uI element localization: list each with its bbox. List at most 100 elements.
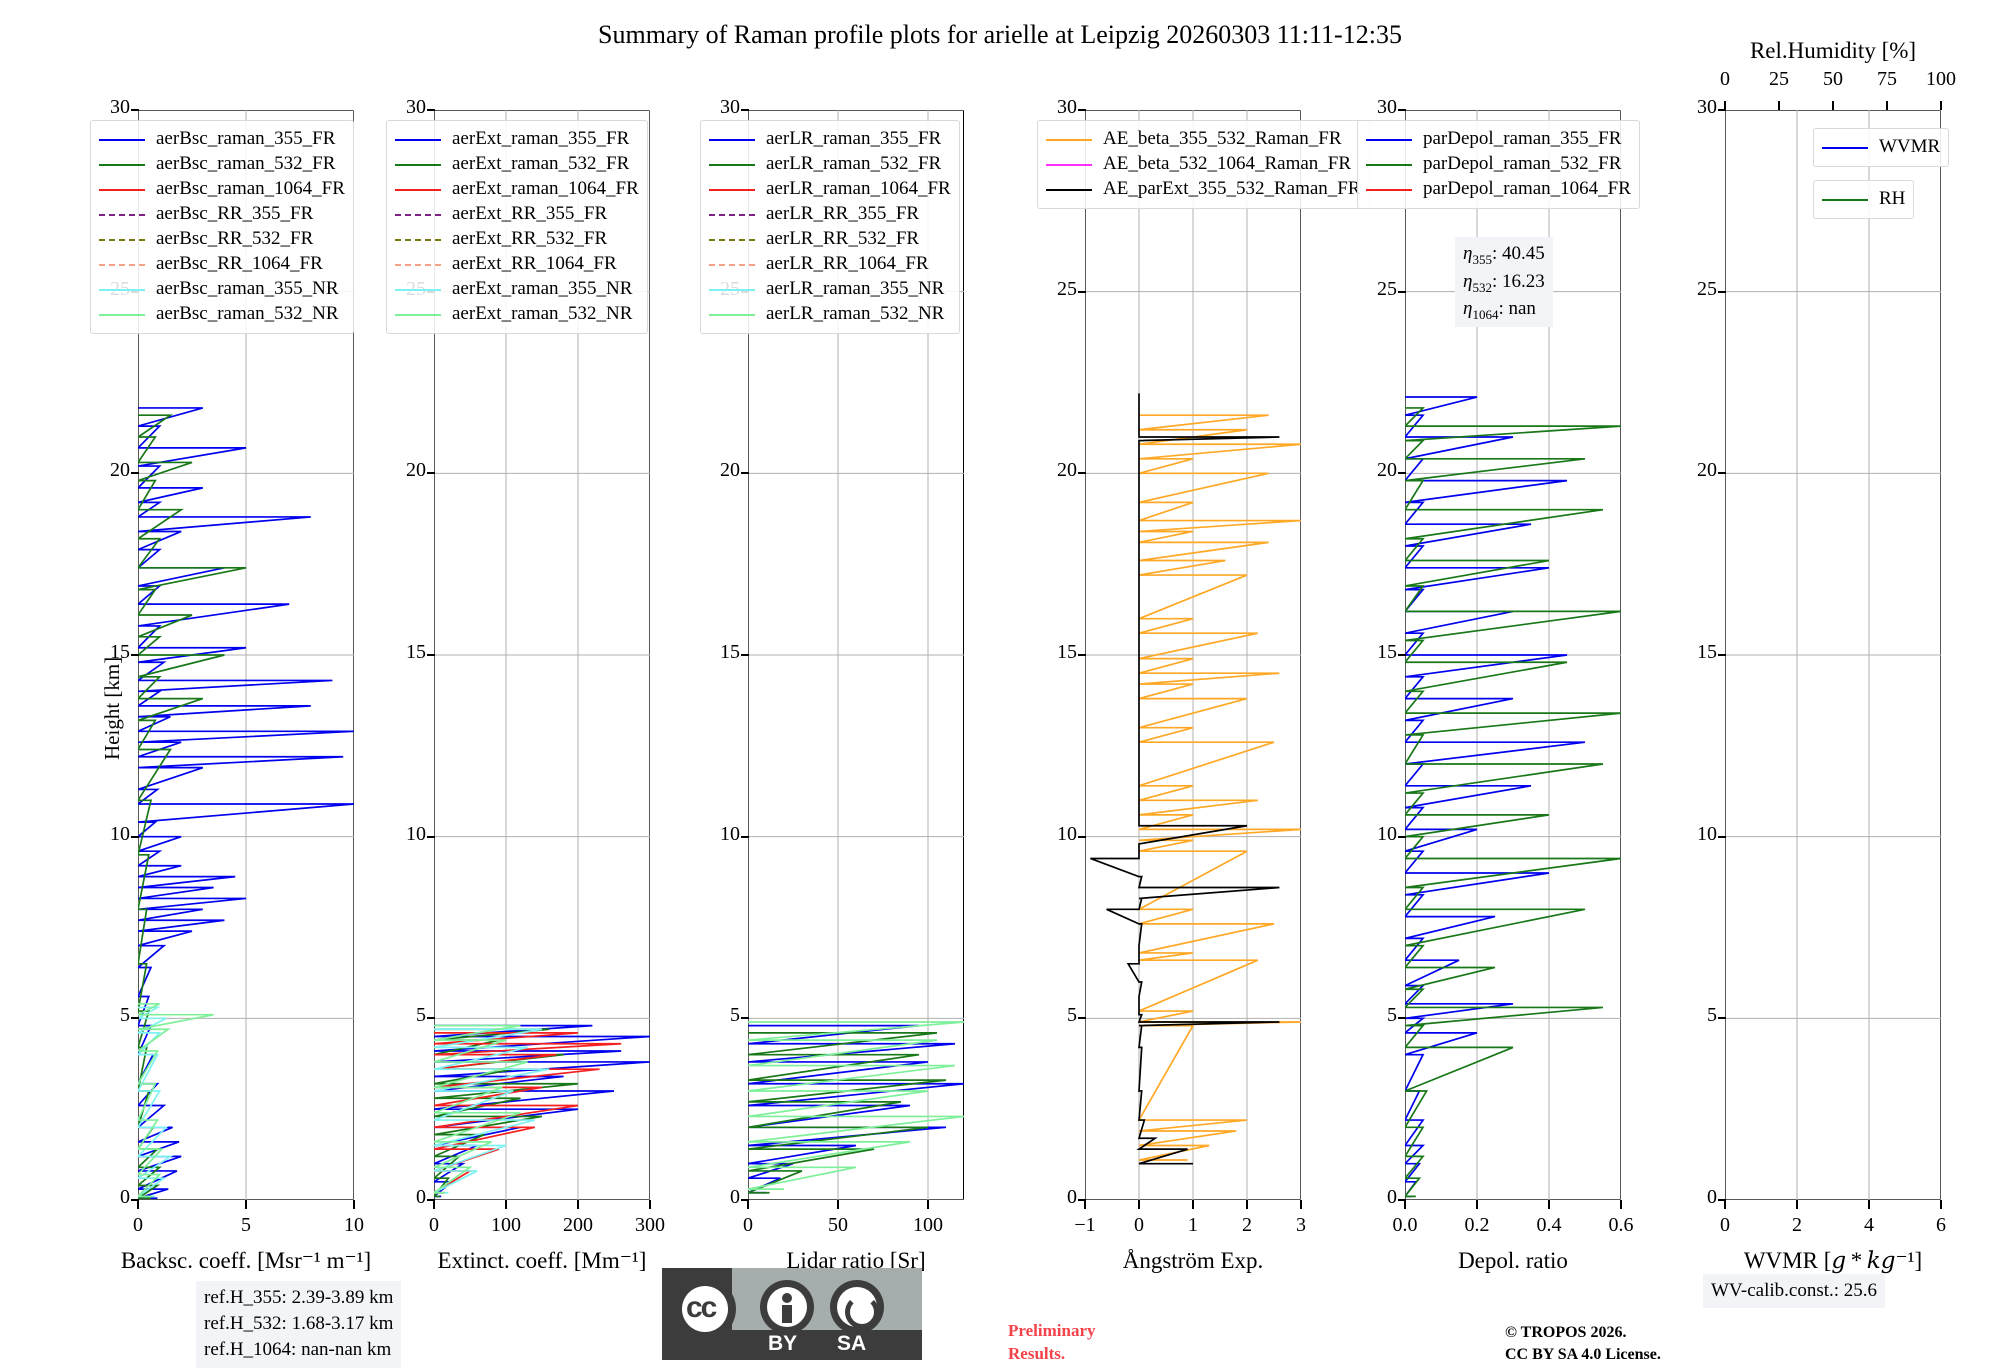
top-x-tick-label: 0 [1720, 68, 1730, 90]
series-aerExt_raman_355_NR [434, 1028, 550, 1194]
legend-label: parDepol_raman_355_FR [1423, 128, 1622, 150]
legend-label: aerLR_RR_532_FR [766, 228, 920, 250]
y-tick-mark [1718, 835, 1726, 838]
y-tick-label: 5 [1067, 1004, 1077, 1027]
y-tick-label: 0 [120, 1186, 130, 1208]
legend-label: aerLR_raman_532_NR [766, 303, 945, 325]
legend-item: aerExt_raman_355_NR [395, 277, 639, 302]
legend-item: aerBsc_RR_355_FR [99, 202, 345, 227]
x-tick-mark [577, 1200, 579, 1209]
legend-angstrom[interactable]: AE_beta_355_532_Raman_FR AE_beta_532_1064… [1037, 120, 1370, 209]
legend-item: aerBsc_raman_355_NR [99, 277, 345, 302]
x-tick-mark [245, 1200, 247, 1209]
series-AE_beta_355_532_Raman_FR [1137, 414, 1301, 1161]
y-tick-label: 15 [110, 641, 130, 663]
legend-label: aerLR_raman_355_NR [766, 278, 945, 300]
legend-line-swatch [99, 238, 145, 241]
y-tick-label: 10 [720, 822, 740, 845]
series-parDepol_raman_532_FR [1405, 407, 1621, 1198]
x-tick-label: 50 [828, 1214, 848, 1236]
legend-line-swatch [395, 288, 441, 291]
top-x-tick-label: 75 [1877, 68, 1897, 90]
x-tick-label: 5 [241, 1214, 251, 1236]
legend-item: aerLR_raman_532_NR [709, 302, 951, 327]
series-aerExt_raman_532_FR [434, 1028, 579, 1198]
y-tick-label: 10 [406, 822, 426, 845]
top-axis-label: Rel.Humidity [%] [1749, 38, 1917, 63]
y-tick-label: 15 [406, 641, 426, 663]
legend-item: aerExt_RR_532_FR [395, 227, 639, 252]
y-tick-mark [131, 1199, 139, 1201]
legend-wvmr-rh-rh[interactable]: RH [1813, 180, 1915, 219]
y-tick-mark [131, 472, 139, 475]
legend-label: aerBsc_raman_355_FR [156, 128, 336, 150]
series-aerLR_raman_355_FR [748, 1024, 964, 1194]
legend-line-swatch [99, 188, 145, 191]
x-tick-label: 100 [913, 1214, 943, 1236]
legend-line-swatch [709, 163, 755, 166]
legend-line-swatch [99, 288, 145, 291]
legend-item: aerExt_raman_355_FR [395, 127, 639, 152]
y-tick-label: 10 [1057, 822, 1077, 845]
x-tick-mark [1404, 1200, 1406, 1209]
x-tick-mark [353, 1200, 355, 1209]
x-axis-label-angstrom: Ångström Exp. [1122, 1248, 1264, 1273]
legend-label: aerExt_raman_1064_FR [452, 178, 639, 200]
x-tick-mark [137, 1200, 139, 1209]
y-tick-mark [1718, 109, 1726, 111]
plot-area-backscatter [138, 110, 354, 1200]
legend-line-swatch [1366, 188, 1412, 191]
legend-label: parDepol_raman_532_FR [1423, 153, 1622, 175]
legend-line-swatch [99, 138, 145, 141]
legend-line-swatch [395, 163, 441, 166]
y-tick-mark [427, 1017, 435, 1020]
y-tick-label: 30 [720, 96, 740, 118]
legend-line-swatch [395, 138, 441, 141]
legend-label: aerBsc_raman_1064_FR [156, 178, 345, 200]
y-tick-label: 20 [720, 459, 740, 482]
y-tick-label: 30 [1057, 96, 1077, 118]
y-tick-mark [1718, 1199, 1726, 1201]
legend-line-swatch [99, 313, 145, 316]
legend-label: AE_beta_355_532_Raman_FR [1103, 128, 1342, 150]
top-x-tick-mark [1724, 101, 1726, 110]
x-tick-mark [1724, 1200, 1726, 1209]
series-parDepol_raman_355_FR [1405, 396, 1586, 1198]
legend-label: RH [1879, 188, 1906, 210]
top-x-tick-mark [1886, 101, 1888, 110]
legend-line-swatch [1046, 163, 1092, 166]
cc-badge-sa-text: SA [837, 1332, 867, 1355]
legend-line-swatch [99, 213, 145, 216]
x-tick-label: 10 [344, 1214, 364, 1236]
y-tick-mark [427, 654, 435, 656]
legend-line-swatch [709, 238, 755, 241]
legend-backscatter[interactable]: aerBsc_raman_355_FR aerBsc_raman_532_FR ae… [90, 120, 354, 334]
legend-item: aerExt_raman_532_FR [395, 152, 639, 177]
copyright-note: © TROPOS 2026. CC BY SA 4.0 License. [1505, 1324, 1661, 1363]
x-tick-label: 0 [1134, 1214, 1144, 1236]
legend-item: parDepol_raman_532_FR [1366, 152, 1631, 177]
x-tick-mark [1940, 1200, 1942, 1209]
legend-item: RH [1822, 187, 1905, 212]
legend-wvmr-rh-wvmr[interactable]: WVMR [1813, 128, 1950, 167]
eta-annotation: η355: 40.45 η532: 16.23 η1064: nan [1455, 237, 1553, 328]
cc-badge-cc-text: cc [686, 1291, 717, 1324]
series-aerLR_raman_532_NR [748, 1021, 964, 1190]
series-aerExt_raman_532_NR [434, 1024, 528, 1194]
legend-line-swatch [395, 313, 441, 316]
legend-extinction[interactable]: aerExt_raman_355_FR aerExt_raman_532_FR ae… [386, 120, 648, 334]
y-tick-mark [1718, 472, 1726, 475]
y-tick-mark [1718, 654, 1726, 656]
legend-depol-ratio[interactable]: parDepol_raman_355_FR parDepol_raman_532_… [1357, 120, 1640, 209]
legend-label: aerBsc_RR_1064_FR [156, 253, 323, 275]
x-tick-label: 0 [743, 1214, 753, 1236]
x-tick-mark [1138, 1200, 1140, 1209]
x-tick-mark [433, 1200, 435, 1209]
legend-label: aerExt_RR_1064_FR [452, 253, 617, 275]
x-tick-label: 100 [491, 1214, 521, 1236]
y-tick-label: 10 [1377, 822, 1397, 845]
legend-lidar-ratio[interactable]: aerLR_raman_355_FR aerLR_raman_532_FR aerL… [700, 120, 960, 334]
y-tick-label: 20 [110, 459, 130, 482]
x-axis-label-depol-ratio: Depol. ratio [1458, 1248, 1568, 1273]
x-tick-mark [1476, 1200, 1478, 1209]
